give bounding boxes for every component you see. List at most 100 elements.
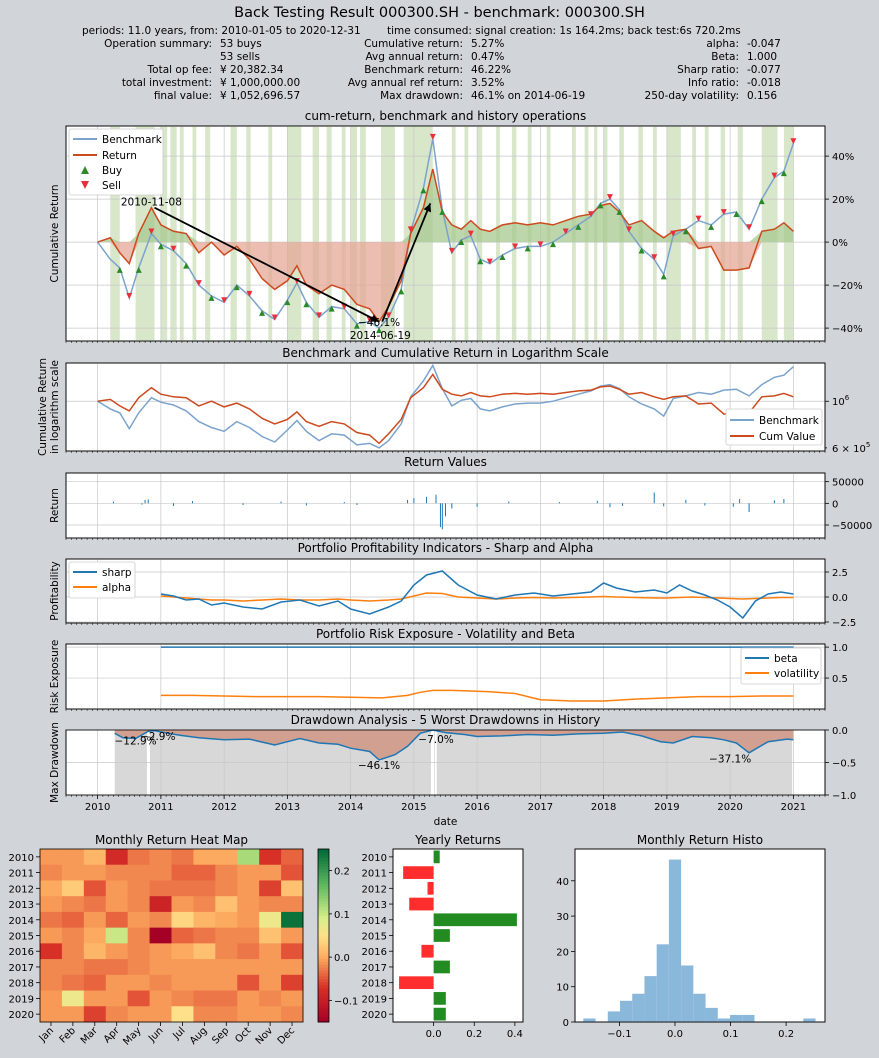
- heatmap-cell: [215, 911, 238, 929]
- heatmap-month-label: Jul: [171, 1025, 188, 1042]
- colorbar-segment: [318, 880, 329, 885]
- sell-marker: [695, 215, 702, 222]
- op-summary-label: Operation summary:: [104, 38, 212, 50]
- buy-marker: [303, 301, 310, 308]
- heatmap-year-label: 2019: [9, 994, 34, 1005]
- colorbar-segment: [318, 975, 329, 980]
- heatmap-cell: [40, 927, 63, 944]
- heatmap-cell: [83, 896, 107, 913]
- heatmap-cell: [105, 911, 129, 929]
- profitability-legend: sharp alpha: [68, 561, 136, 599]
- heatmap-cell: [127, 974, 150, 991]
- y-tick-label: 10: [556, 983, 569, 994]
- colorbar-segment: [318, 918, 329, 922]
- heatmap-cell: [281, 943, 304, 960]
- yearly-year-label: 2019: [362, 994, 387, 1005]
- x-tick-label: 2016: [464, 802, 489, 813]
- sell-marker: [625, 226, 632, 233]
- heatmap-cell: [40, 864, 63, 881]
- histogram-bar: [583, 1018, 596, 1022]
- heatmap-cell: [105, 959, 129, 976]
- x-tick-label: 2012: [211, 802, 236, 813]
- buy-marker: [439, 208, 446, 215]
- heatmap-cell: [83, 849, 107, 866]
- histogram-bar: [620, 1000, 633, 1022]
- x-tick-label: 2020: [717, 802, 742, 813]
- sell-marker: [148, 228, 155, 235]
- yearly-year-label: 2018: [362, 979, 387, 990]
- sell-marker: [486, 258, 493, 265]
- profitability-ylabel: Profitability: [49, 561, 61, 621]
- colorbar-segment: [318, 984, 329, 988]
- histogram-bar: [803, 1018, 816, 1022]
- drawdown-arrow: [154, 206, 380, 323]
- histogram-bar: [668, 859, 682, 1022]
- histogram-bar: [717, 1018, 730, 1022]
- heatmap-cell: [193, 880, 216, 897]
- heatmap-cell: [215, 896, 238, 913]
- colorbar-segment: [318, 929, 329, 934]
- heatmap-cell: [171, 927, 194, 944]
- heatmap-month-label: Jun: [146, 1025, 166, 1045]
- colorbar-segment: [318, 892, 329, 896]
- colorbar-tick-label: −0.1: [334, 996, 358, 1007]
- buy-marker: [477, 258, 484, 265]
- heatmap-cell: [171, 1006, 194, 1023]
- colorbar-segment: [318, 872, 329, 876]
- cum-return-value: 5.27%: [471, 38, 505, 50]
- buy-marker: [499, 254, 506, 260]
- risk-plot-area: [65, 643, 826, 710]
- risk-legend: beta volatility: [740, 647, 822, 685]
- colorbar-segment: [318, 906, 329, 911]
- heatmap-cell: [105, 943, 129, 960]
- buy-marker: [233, 284, 240, 291]
- histogram-title: Monthly Return Histo: [637, 833, 763, 847]
- heatmap-cell: [281, 896, 304, 913]
- log-benchmark-line: [97, 363, 794, 449]
- heatmap-month-label: Dec: [276, 1025, 297, 1046]
- drawdown-annotation: −37.1%: [709, 754, 751, 766]
- colorbar-segment: [318, 866, 329, 870]
- yearly-bar: [409, 897, 434, 911]
- heatmap-cell: [237, 1006, 260, 1023]
- colorbar-segment: [318, 949, 329, 954]
- histogram-plot-area: [574, 848, 826, 1023]
- sell-marker: [448, 247, 455, 254]
- yearly-year-label: 2011: [362, 869, 387, 880]
- colorbar-segment: [318, 898, 329, 902]
- bench-return-value: 46.22%: [471, 64, 512, 76]
- buy-marker: [328, 305, 335, 312]
- heatmap-cell: [127, 1006, 150, 1023]
- heatmap-cell: [61, 974, 85, 991]
- heatmap-cell: [149, 896, 172, 913]
- log-ylabel-line2: in logarithm scale: [49, 360, 61, 454]
- colorbar-segment: [318, 854, 329, 859]
- buy-marker: [616, 208, 623, 215]
- heatmap-year-label: 2016: [9, 947, 34, 958]
- colorbar-segment: [318, 941, 329, 945]
- legend-label-sell: Sell: [102, 180, 121, 192]
- heatmap-cell: [259, 1006, 282, 1023]
- heatmap-cell: [105, 927, 129, 944]
- yearly-bar: [399, 976, 434, 990]
- heatmap-cell: [215, 880, 238, 897]
- heatmap-month-label: Sep: [210, 1025, 231, 1046]
- summary-col-3: alpha: -0.047 Beta: 1.000 Sharp ratio: -…: [600, 25, 879, 102]
- colorbar-segment: [318, 895, 329, 899]
- legend-box: [68, 128, 164, 196]
- x-tick-label: 0.0: [426, 1029, 442, 1040]
- heatmap-cell: [171, 990, 194, 1007]
- periods-text: periods: 11.0 years, from: 2010-01-05 to…: [82, 25, 361, 37]
- drawdown-arrow: [381, 203, 432, 322]
- y-tick-label: −2.5: [832, 618, 856, 629]
- heatmap-cell: [237, 864, 260, 881]
- y-tick-label: 40: [556, 877, 569, 888]
- heatmap-month-label: Apr: [102, 1025, 123, 1046]
- colorbar-segment: [318, 935, 329, 939]
- op-fee-value: ¥ 20,382.34: [220, 64, 284, 76]
- heatmap-cell: [215, 927, 238, 944]
- buy-marker: [353, 322, 360, 329]
- colorbar-segment: [318, 1010, 329, 1014]
- heatmap-cell: [83, 911, 107, 929]
- colorbar-segment: [318, 1001, 329, 1006]
